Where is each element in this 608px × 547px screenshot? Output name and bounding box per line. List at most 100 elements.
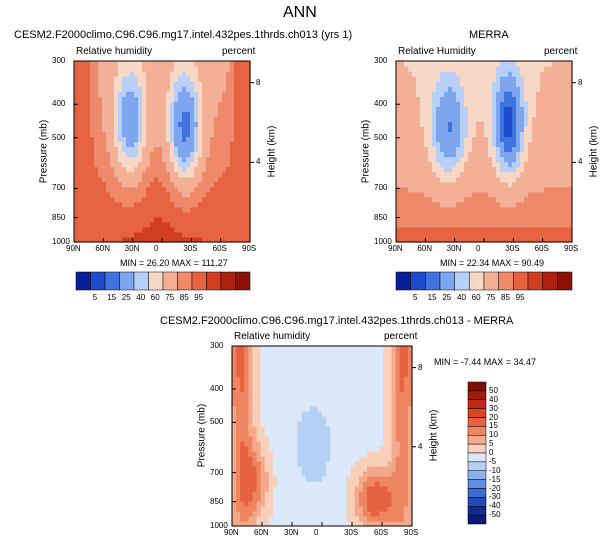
field-cell <box>548 216 553 223</box>
field-cell <box>488 161 493 168</box>
field-cell <box>532 236 537 243</box>
field-cell <box>396 151 401 158</box>
field-cell <box>281 506 286 512</box>
field-cell <box>492 61 497 67</box>
field-cell <box>78 156 83 163</box>
colorbar-label: 15 <box>427 293 437 302</box>
field-cell <box>166 186 171 193</box>
field-cell <box>532 211 537 218</box>
field-cell <box>206 116 211 122</box>
field-cell <box>214 101 219 107</box>
field-cell <box>154 101 159 107</box>
field-cell <box>387 401 393 407</box>
field-cell <box>416 231 421 238</box>
field-cell <box>206 196 211 203</box>
field-cell <box>403 516 409 522</box>
field-cell <box>472 221 477 228</box>
field-cell <box>383 381 389 387</box>
field-cell <box>520 181 525 188</box>
field-cell <box>350 431 356 437</box>
field-cell <box>416 206 421 213</box>
field-cell <box>399 426 405 432</box>
field-cell <box>226 91 231 97</box>
field-cell <box>404 136 409 143</box>
field-cell <box>230 121 235 127</box>
field-cell <box>496 166 501 173</box>
field-cell <box>198 211 203 218</box>
field-cell <box>206 171 211 178</box>
field-cell <box>248 481 254 487</box>
field-cell <box>122 106 127 112</box>
field-cell <box>301 426 307 432</box>
field-cell <box>524 201 529 208</box>
field-cell <box>544 196 549 203</box>
field-cell <box>338 511 344 517</box>
field-cell <box>110 196 115 203</box>
field-cell <box>146 76 151 82</box>
field-cell <box>432 136 437 143</box>
field-cell <box>301 436 307 442</box>
y-tick-label: 1000 <box>52 237 70 246</box>
field-cell <box>334 486 339 492</box>
field-cell <box>354 391 360 397</box>
field-cell <box>272 471 278 477</box>
field-cell <box>256 376 262 382</box>
field-cell <box>90 226 95 233</box>
field-cell <box>484 96 489 102</box>
field-cell <box>309 486 315 492</box>
field-cell <box>496 146 501 153</box>
field-cell <box>334 431 339 437</box>
field-cell <box>480 161 485 168</box>
field-cell <box>110 186 115 193</box>
field-cell <box>317 456 323 462</box>
field-cell <box>256 431 262 437</box>
field-cell <box>472 106 477 112</box>
field-cell <box>468 126 473 132</box>
field-cell <box>252 431 258 437</box>
field-cell <box>206 211 211 218</box>
field-cell <box>238 76 243 82</box>
field-cell <box>338 471 344 477</box>
field-cell <box>358 461 364 467</box>
field-cell <box>260 501 266 507</box>
field-cell <box>412 196 417 203</box>
field-cell <box>202 86 207 92</box>
field-cell <box>354 466 360 472</box>
field-cell <box>158 131 163 138</box>
field-cell <box>524 116 529 122</box>
field-cell <box>424 156 429 163</box>
field-cell <box>166 71 171 77</box>
field-cell <box>358 501 364 507</box>
field-cell <box>444 116 449 122</box>
field-cell <box>412 71 417 77</box>
field-cell <box>407 521 413 527</box>
field-cell <box>293 496 299 502</box>
field-cell <box>330 391 335 397</box>
field-cell <box>480 146 485 153</box>
field-cell <box>500 166 505 173</box>
field-cell <box>264 446 270 452</box>
field-cell <box>568 176 573 183</box>
field-cell <box>460 116 465 122</box>
field-cell <box>524 216 529 223</box>
field-cell <box>281 391 286 397</box>
field-cell <box>150 101 155 107</box>
field-cell <box>342 441 348 447</box>
field-cell <box>238 216 243 223</box>
field-cell <box>540 136 545 143</box>
field-cell <box>456 131 461 138</box>
field-cell <box>416 71 421 77</box>
field-cell <box>118 206 123 213</box>
field-cell <box>206 186 211 193</box>
field-cell <box>367 411 372 417</box>
field-cell <box>106 101 111 107</box>
field-cell <box>379 391 384 397</box>
panel-title: CESM2.F2000climo.C96.C96.mg17.intel.432p… <box>14 29 353 41</box>
field-cell <box>102 121 107 127</box>
height-tick-label: 8 <box>578 77 583 87</box>
field-cell <box>404 101 409 107</box>
field-cell <box>260 441 266 447</box>
field-cell <box>508 126 513 132</box>
field-cell <box>472 86 477 92</box>
field-cell <box>238 166 243 173</box>
